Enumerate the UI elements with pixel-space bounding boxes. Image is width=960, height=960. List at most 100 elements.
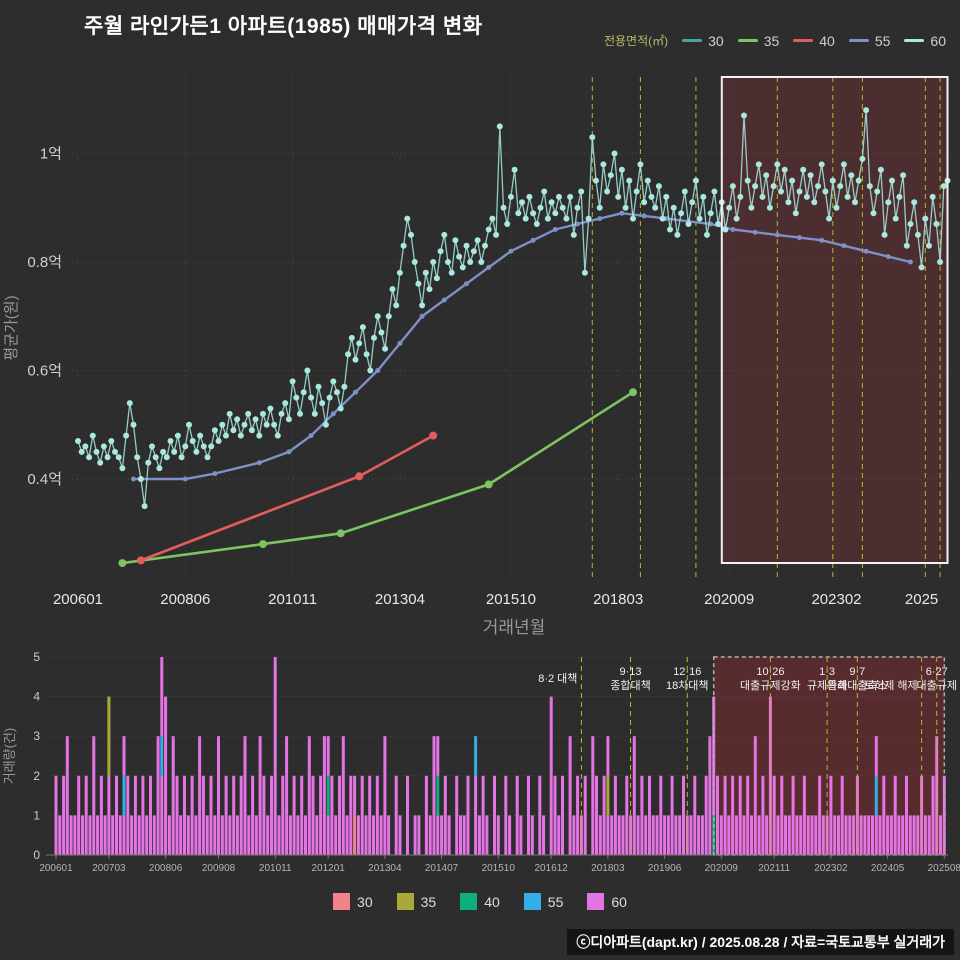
- volume-bar-55: [874, 775, 878, 816]
- series-point-60: [511, 166, 518, 173]
- volume-bar-60: [610, 815, 614, 855]
- series-point-60: [433, 275, 440, 282]
- series-point-60: [704, 231, 710, 238]
- volume-bar-60: [561, 775, 564, 855]
- volume-bar-60: [179, 815, 183, 855]
- price-ytick-label: 0.6억: [27, 363, 62, 380]
- volume-bar-60: [893, 775, 897, 855]
- volume-bar-60: [897, 815, 901, 855]
- vol-xtick-label: 201201: [311, 863, 345, 874]
- series-point-35: [259, 540, 267, 549]
- series-point-60: [371, 334, 377, 341]
- series-point-60: [426, 286, 433, 293]
- volume-bar-60: [504, 775, 508, 855]
- series-point-60: [271, 421, 278, 428]
- price-xtick-label: 200601: [53, 591, 103, 608]
- volume-bar-60: [338, 775, 341, 855]
- series-point-60: [189, 438, 196, 444]
- series-point-60: [322, 421, 329, 428]
- volume-bar-60: [288, 815, 292, 855]
- volume-bar-60: [209, 775, 213, 855]
- volume-bar-60: [871, 815, 874, 855]
- series-point-60: [519, 199, 525, 206]
- series-point-60: [615, 193, 622, 200]
- legend-label: 40: [484, 893, 500, 910]
- series-point-60: [815, 183, 821, 190]
- policy-annotation: 종합대책: [610, 679, 650, 692]
- series-point-60: [789, 177, 796, 184]
- volume-bar-60: [716, 775, 719, 855]
- volume-bar-60: [927, 815, 931, 855]
- volume-bar-60: [436, 736, 440, 776]
- series-point-55: [330, 411, 336, 417]
- series-point-60: [385, 313, 392, 320]
- legend-label: 40: [819, 32, 835, 49]
- series-point-60: [877, 166, 884, 173]
- volume-bar-60: [572, 815, 576, 855]
- series-point-60: [556, 193, 562, 200]
- volume-bar-60: [527, 775, 530, 855]
- series-point-60: [630, 215, 636, 222]
- volume-bar-60: [670, 775, 674, 855]
- series-point-55: [619, 210, 625, 216]
- volume-bar-60: [685, 815, 689, 855]
- series-point-60: [330, 378, 337, 385]
- series-point-60: [759, 193, 766, 200]
- series-point-60: [552, 210, 559, 217]
- series-point-55: [419, 313, 425, 319]
- series-point-60: [593, 177, 599, 184]
- series-point-55: [308, 433, 314, 439]
- series-point-60: [733, 215, 740, 222]
- volume-bar-60: [428, 815, 432, 855]
- series-point-35: [484, 480, 493, 489]
- volume-bar-60: [424, 775, 428, 855]
- series-point-60: [393, 302, 400, 309]
- policy-annotation: 토허제 해제: [864, 678, 918, 692]
- volume-bar-60: [205, 815, 209, 855]
- series-point-55: [908, 259, 913, 265]
- series-point-60: [115, 454, 122, 461]
- legend-square-swatch: [460, 893, 478, 910]
- series-point-60: [515, 210, 522, 217]
- volume-bar-60: [723, 775, 727, 855]
- series-point-60: [293, 394, 300, 401]
- volume-bar-60: [462, 815, 466, 855]
- volume-legend-item-60: 60: [587, 893, 627, 910]
- area-legend-title: 전용면적(㎡): [603, 34, 669, 48]
- policy-annotation: 대출규제강화: [740, 679, 801, 692]
- volume-bar-60: [553, 775, 557, 855]
- series-point-60: [215, 438, 222, 444]
- series-point-60: [918, 264, 925, 271]
- policy-annotation: 18차대책: [666, 679, 709, 692]
- volume-bar-60: [304, 815, 307, 855]
- series-point-60: [648, 193, 655, 200]
- series-point-60: [482, 242, 488, 249]
- volume-bar-60: [447, 815, 451, 855]
- series-point-55: [819, 237, 825, 243]
- series-point-60: [163, 454, 170, 461]
- volume-bar-60: [806, 815, 810, 855]
- series-point-60: [926, 242, 932, 249]
- highlight-region-border: [720, 76, 949, 564]
- volume-bar-60: [776, 815, 780, 855]
- volume-legend-item-40: 40: [460, 893, 500, 910]
- series-point-60: [633, 188, 640, 195]
- vol-xtick-label: 202009: [705, 863, 739, 874]
- volume-bar-60: [901, 815, 905, 855]
- volume-bar-30: [353, 815, 357, 855]
- volume-bar-60: [186, 815, 190, 855]
- volume-bar-35: [606, 775, 610, 816]
- vol-xtick-label: 201612: [534, 863, 568, 874]
- volume-bar-60: [697, 815, 701, 855]
- volume-bar-60: [213, 815, 217, 855]
- volume-bar-60: [644, 815, 648, 855]
- series-point-55: [353, 389, 358, 395]
- volume-bar-60: [164, 696, 168, 855]
- volume-bar-60: [152, 815, 156, 855]
- series-point-60: [803, 193, 810, 200]
- series-point-60: [578, 188, 585, 195]
- volume-bar-60: [840, 775, 844, 855]
- series-point-55: [182, 476, 188, 482]
- volume-bar-60: [145, 815, 149, 855]
- series-point-60: [563, 215, 570, 222]
